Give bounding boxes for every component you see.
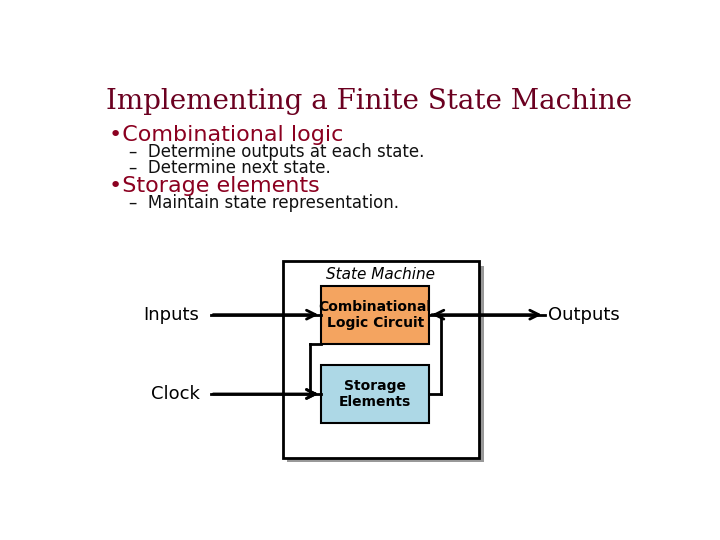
Bar — [321, 286, 429, 343]
Text: State Machine: State Machine — [326, 267, 436, 282]
Text: Storage
Elements: Storage Elements — [339, 379, 411, 409]
Text: Clock: Clock — [150, 385, 199, 403]
Bar — [283, 261, 479, 457]
Text: Implementing a Finite State Machine: Implementing a Finite State Machine — [106, 88, 632, 115]
Text: –  Determine outputs at each state.: – Determine outputs at each state. — [129, 143, 424, 161]
Bar — [287, 266, 484, 462]
Bar — [321, 365, 429, 423]
Text: –  Determine next state.: – Determine next state. — [129, 159, 330, 177]
Text: –  Maintain state representation.: – Maintain state representation. — [129, 194, 399, 212]
Text: Inputs: Inputs — [144, 306, 199, 323]
Text: Outputs: Outputs — [549, 306, 620, 323]
Text: Combinational
Logic Circuit: Combinational Logic Circuit — [319, 300, 432, 330]
Text: •Storage elements: •Storage elements — [109, 177, 320, 197]
Text: •Combinational logic: •Combinational logic — [109, 125, 343, 145]
